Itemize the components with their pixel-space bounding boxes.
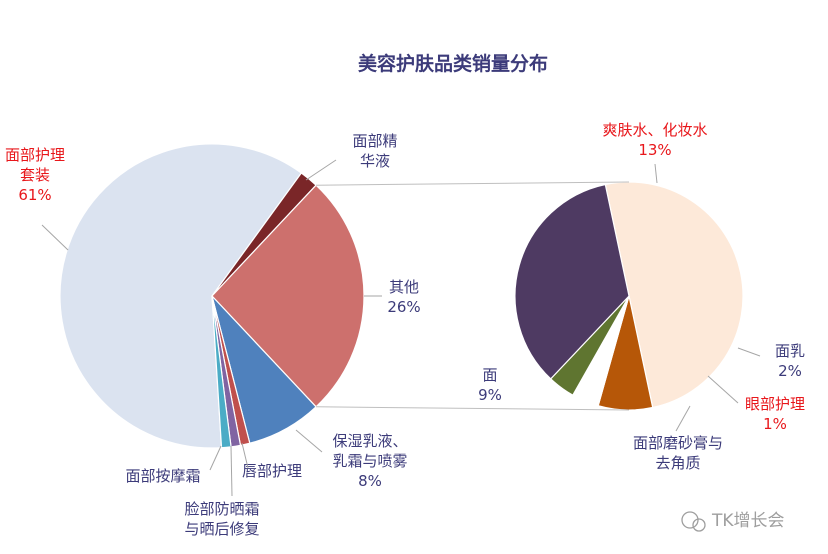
wechat-icon-bubble-right [692, 518, 706, 532]
main-label-text-4-0: 唇部护理 [242, 462, 302, 480]
main-label-text-1-0: 面部精 [352, 132, 397, 150]
secondary-leader-0 [654, 163, 658, 184]
main-value-label-0: 61% [18, 186, 51, 204]
main-leader-6 [209, 445, 222, 471]
secondary-leader-1 [737, 347, 761, 357]
secondary-label-text-4-0: 面 [482, 366, 497, 384]
secondary-label-1: 面乳 2% [737, 342, 805, 380]
main-value-label-2: 26% [387, 298, 420, 316]
secondary-value-label-4: 9% [478, 386, 502, 404]
main-value-label-3: 8% [358, 472, 382, 490]
main-label-text-5-1: 与晒后修复 [184, 520, 259, 538]
main-label-text-6-0: 面部按摩霜 [125, 467, 200, 485]
connector-line-bottom [316, 406, 630, 411]
secondary-label-text-2-0: 眼部护理 [745, 395, 805, 413]
watermark-text: TK增长会 [711, 511, 785, 531]
secondary-slice-0 [604, 181, 744, 409]
wechat-icon-bubble-left [681, 511, 699, 529]
main-label-3: 保湿乳液、乳霜与喷雾 8% [295, 429, 408, 490]
main-label-text-3-1: 乳霜与喷雾 [332, 452, 407, 470]
watermark: TK增长会 [681, 511, 785, 532]
chart-title: 美容护肤品类销量分布 [358, 52, 548, 75]
main-label-4: 唇部护理 [241, 442, 302, 480]
main-leader-5 [230, 445, 233, 497]
connector-line-top [316, 181, 630, 186]
secondary-slice-4 [514, 183, 630, 380]
secondary-label-text-0-0: 爽肤水、化妆水 [602, 121, 707, 139]
main-leader-0 [41, 224, 69, 251]
main-leader-1 [305, 159, 337, 181]
secondary-value-label-2: 1% [763, 415, 787, 433]
secondary-value-label-1: 2% [778, 362, 802, 380]
main-label-2: 其他 26% [364, 278, 421, 316]
secondary-label-0: 爽肤水、化妆水 13% [602, 121, 708, 184]
main-label-text-0-1: 套装 [20, 166, 50, 184]
main-label-text-5-0: 脸部防晒霜 [184, 500, 259, 518]
secondary-label-text-1-0: 面乳 [775, 342, 805, 360]
main-label-text-3-0: 保湿乳液、 [332, 432, 407, 450]
wechat-icon [681, 511, 706, 532]
main-slice-0 [59, 143, 303, 449]
secondary-label-4: 面 9% [478, 366, 502, 404]
main-label-text-0-0: 面部护理 [5, 146, 65, 164]
main-leader-3 [295, 429, 323, 453]
main-leader-4 [241, 442, 249, 469]
main-label-6: 面部按摩霜 [125, 445, 222, 485]
secondary-label-text-3-0: 面部磨砂膏与 [633, 434, 723, 452]
main-label-text-2-0: 其他 [389, 278, 419, 296]
secondary-value-label-0: 13% [638, 141, 671, 159]
main-label-text-1-1: 华液 [360, 152, 390, 170]
secondary-leader-3 [675, 405, 691, 432]
secondary-label-2: 眼部护理 1% [707, 375, 805, 433]
secondary-leader-2 [707, 375, 739, 404]
secondary-label-text-3-1: 去角质 [655, 454, 700, 472]
main-slice-2 [211, 184, 365, 408]
